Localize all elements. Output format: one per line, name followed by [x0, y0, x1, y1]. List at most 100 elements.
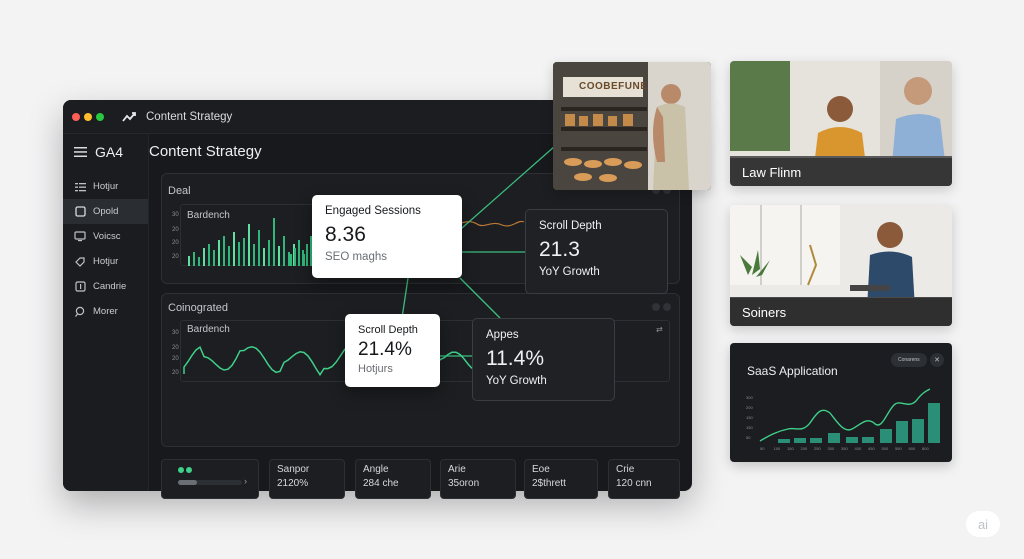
bar-chart-bars — [188, 218, 525, 266]
sidebar-item-label: Hotjur — [93, 256, 119, 267]
saas-x-tick: 150 — [787, 446, 794, 451]
saas-x-tick: 50 — [760, 446, 765, 451]
decor-bar — [258, 230, 260, 266]
sidebar-item-morer[interactable]: Morer — [63, 299, 148, 324]
settings-icon[interactable]: ✕ — [930, 353, 944, 367]
y-tick: 20 — [172, 345, 179, 351]
y-tick: 20 — [172, 240, 179, 246]
panel-controls[interactable] — [652, 186, 671, 194]
metric-value: 35oron — [448, 478, 480, 489]
sidebar-brand: GA4 — [63, 134, 148, 170]
bakery-photo: COOBEFUNE — [553, 62, 711, 190]
chevron-right-icon[interactable]: › — [244, 476, 247, 486]
saas-decor-bar — [896, 421, 908, 443]
card-title: Scroll Depth — [358, 324, 418, 336]
panel-controls[interactable] — [652, 303, 671, 311]
sidebar-item-label: Morer — [93, 306, 118, 317]
card-title: Appes — [486, 329, 519, 341]
metric-label: Eoe — [532, 464, 550, 475]
minimize-window-button[interactable] — [84, 112, 92, 121]
expand-icon[interactable]: ⇄ — [656, 325, 663, 334]
saas-x-tick: 800 — [922, 446, 929, 451]
decor-bar — [233, 232, 235, 266]
saas-x-tick: 200 — [801, 446, 808, 451]
decor-bar — [248, 224, 250, 266]
toggle-icon[interactable] — [178, 467, 192, 473]
hamburger-menu-icon[interactable] — [74, 147, 87, 157]
trend-logo-icon — [122, 111, 136, 123]
saas-decor-bar — [928, 403, 940, 443]
metric-value: 2120% — [277, 478, 309, 489]
progress-bar — [178, 480, 242, 485]
sidebar-item-opold[interactable]: Opold — [63, 199, 148, 224]
panel-label: Coinograted — [168, 302, 228, 314]
decor-bar — [306, 244, 308, 266]
y-tick: 20 — [172, 254, 179, 260]
bars-icon — [74, 181, 86, 193]
decor-bar — [188, 256, 190, 266]
decor-bar — [288, 252, 290, 266]
appes-card[interactable]: Appes 11.4% YoY Growth — [472, 318, 615, 401]
decor-bar — [243, 238, 245, 266]
svg-text:150: 150 — [746, 415, 753, 420]
decor-bar — [298, 240, 300, 266]
window-title: Content Strategy — [146, 110, 233, 123]
soiners-photo: Soiners — [730, 205, 952, 326]
metric-toggle-card[interactable]: › — [161, 459, 259, 499]
info-icon — [74, 281, 86, 293]
saas-decor-bar — [862, 437, 874, 443]
engaged-sessions-card[interactable]: Engaged Sessions 8.36 SEO maghs — [312, 195, 462, 278]
decor-bar — [278, 246, 280, 266]
decor-bar — [193, 252, 195, 266]
decor-bar — [238, 242, 240, 266]
saas-decor-bar — [846, 437, 858, 443]
sidebar-item-label: Hotjur — [93, 181, 119, 192]
sidebar-item-label: Candrie — [93, 281, 127, 292]
ai-badge[interactable]: ai — [966, 511, 1000, 537]
metric-value: 284 che — [363, 478, 399, 489]
square-icon — [74, 206, 86, 218]
metric-card[interactable]: Sanpor 2120% — [269, 459, 345, 499]
card-value: 21.4% — [358, 339, 412, 360]
decor-bar — [283, 236, 285, 266]
metric-card[interactable]: Crie 120 cnn — [608, 459, 680, 499]
decor-bar — [294, 248, 296, 266]
decor-bar — [253, 244, 255, 266]
svg-text:300: 300 — [746, 395, 753, 400]
card-subtitle: YoY Growth — [486, 375, 547, 387]
close-window-button[interactable] — [72, 112, 80, 121]
decor-bar — [208, 244, 210, 266]
law-firm-photo: Law Flinm — [730, 61, 952, 186]
saas-x-tick: 350 — [841, 446, 848, 451]
saas-application-card: SaaS Application Conarens ✕ 300 200 150 150… — [730, 343, 952, 462]
scroll-depth-card[interactable]: Scroll Depth 21.3 YoY Growth — [525, 209, 668, 294]
sidebar-item-hotjur-2[interactable]: Hotjur — [63, 249, 148, 274]
decor-bar — [273, 218, 275, 266]
metric-card[interactable]: Eoe 2$thrett — [524, 459, 598, 499]
scroll-depth-percent-card[interactable]: Scroll Depth 21.4% Hotjurs — [345, 314, 440, 387]
metric-card[interactable]: Arie 35oron — [440, 459, 516, 499]
metric-label: Arie — [448, 464, 466, 475]
svg-text:150: 150 — [746, 425, 753, 430]
card-subtitle: YoY Growth — [539, 266, 600, 278]
decor-bar — [263, 248, 265, 266]
panel-label: Deal — [168, 185, 191, 197]
decor-bar — [203, 248, 205, 266]
decor-bar — [290, 254, 292, 266]
sidebar-item-candrie[interactable]: Candrie — [63, 274, 148, 299]
saas-x-tick: 550 — [895, 446, 902, 451]
maximize-window-button[interactable] — [96, 112, 104, 121]
saas-mini-chart: 300 200 150 150 50 50 100 150 200 250 300 350 400 45… — [746, 388, 940, 451]
brand-label: GA4 — [95, 144, 124, 160]
sidebar-item-voicsc[interactable]: Voicsc — [63, 224, 148, 249]
card-value: 8.36 — [325, 223, 366, 246]
card-subtitle: Hotjurs — [358, 363, 393, 375]
metric-card[interactable]: Angle 284 che — [355, 459, 431, 499]
sidebar-item-hotjur[interactable]: Hotjur — [63, 174, 148, 199]
saas-filter-button[interactable]: Conarens — [891, 353, 927, 367]
saas-x-tick: 400 — [855, 446, 862, 451]
photo-caption: Law Flinm — [730, 158, 952, 186]
y-tick: 30 — [172, 212, 179, 218]
sidebar-item-label: Voicsc — [93, 231, 121, 242]
metric-label: Angle — [363, 464, 389, 475]
